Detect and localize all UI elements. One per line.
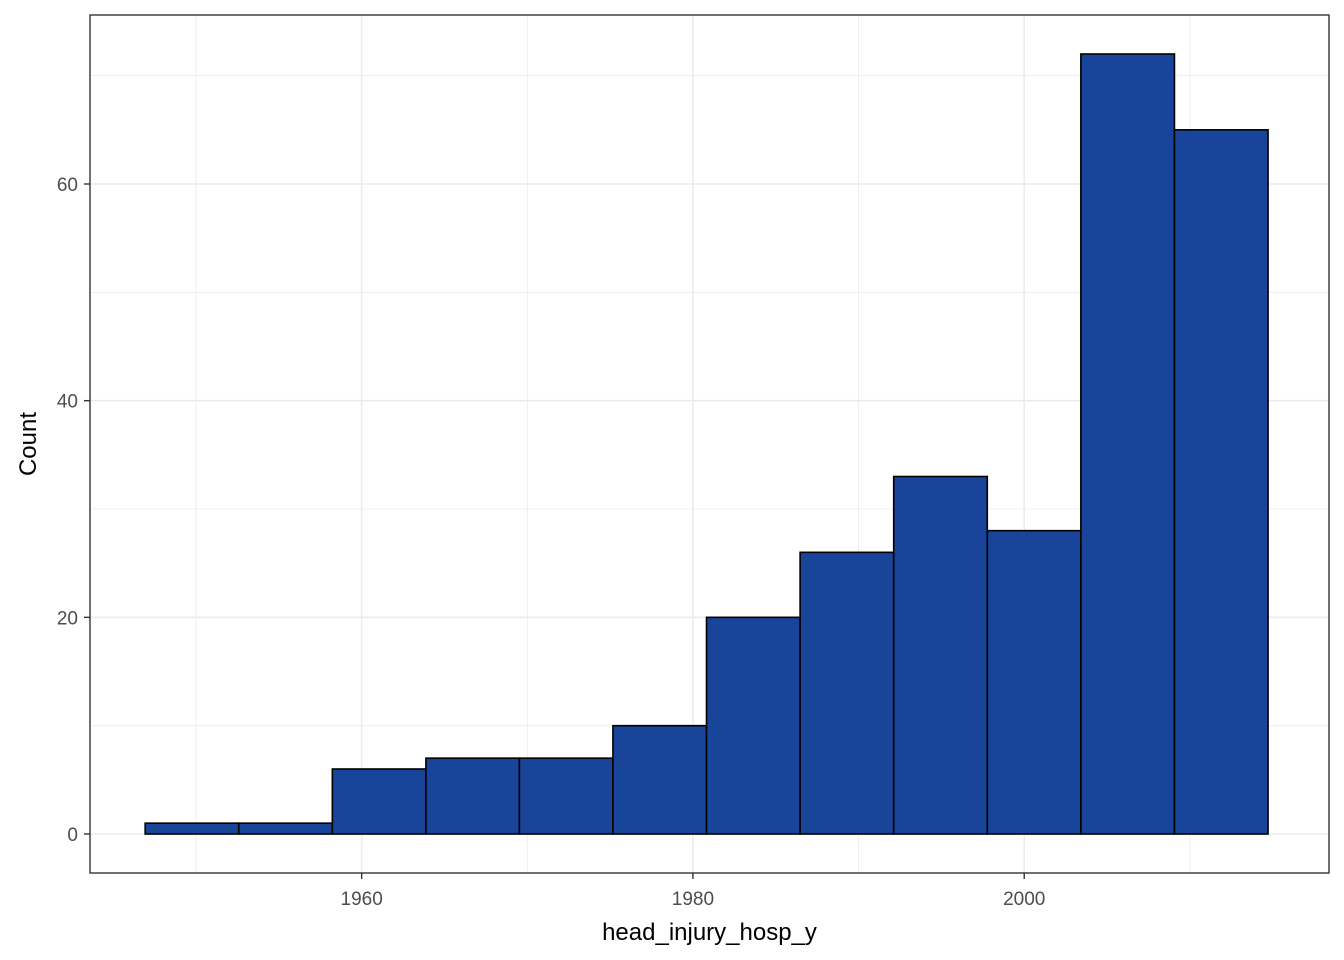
histogram-bar xyxy=(144,822,240,835)
histogram-bar xyxy=(1173,129,1269,835)
x-tick-label: 1980 xyxy=(672,889,714,910)
histogram-bar xyxy=(892,475,989,835)
axes: 1960 1980 2000 0 20 40 60 xyxy=(57,175,1046,910)
y-tick-label: 40 xyxy=(57,392,78,413)
histogram-bar xyxy=(705,616,801,835)
histogram-bars xyxy=(144,53,1269,835)
histogram-bar xyxy=(518,757,614,835)
x-axis-title: head_injury_hosp_y xyxy=(602,919,817,946)
y-tick-label: 20 xyxy=(57,608,78,629)
panel-border xyxy=(89,14,1330,874)
histogram-bar xyxy=(986,529,1082,835)
histogram-bar xyxy=(237,822,334,835)
histogram-bar xyxy=(331,768,427,835)
y-tick-label: 0 xyxy=(67,825,78,846)
y-axis-title: Count xyxy=(15,412,42,476)
histogram-bar xyxy=(612,724,708,835)
histogram-bar xyxy=(799,551,895,835)
histogram-bar xyxy=(425,757,521,835)
y-tick-label: 60 xyxy=(57,175,78,196)
histogram-bar xyxy=(1080,53,1176,835)
x-tick-label: 1960 xyxy=(341,889,383,910)
x-tick-label: 2000 xyxy=(1003,889,1045,910)
